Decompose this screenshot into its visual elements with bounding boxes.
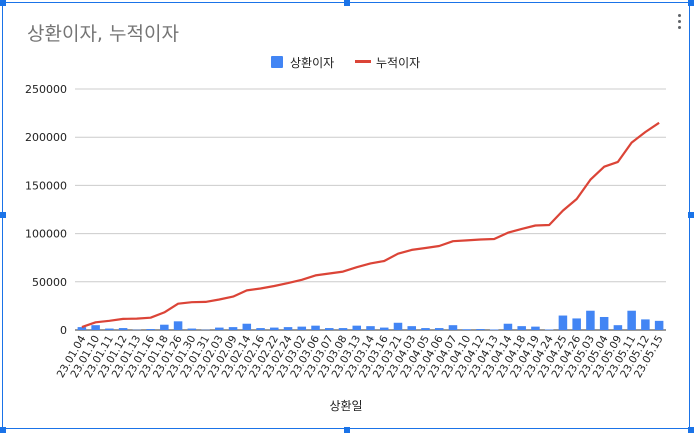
bar [366, 326, 375, 330]
x-axis-ticks: 23.01.0423.01.1023.01.1123.01.1223.01.13… [55, 333, 666, 380]
bar [627, 310, 636, 330]
y-tick-label: 50000 [32, 276, 67, 289]
bar [599, 316, 609, 330]
bar [558, 315, 568, 330]
resize-handle[interactable] [688, 427, 694, 433]
bar-series [77, 310, 664, 330]
x-axis-label: 상환일 [329, 399, 362, 413]
bar [242, 323, 252, 330]
bar [187, 328, 197, 330]
y-tick-label: 100000 [25, 228, 67, 241]
bar [379, 327, 389, 330]
y-axis-ticks: 0 50000 100000 150000 200000 250000 [25, 83, 67, 337]
bar [531, 326, 540, 330]
bar [173, 321, 183, 330]
gridlines [75, 88, 666, 331]
bar [586, 310, 595, 330]
bar [421, 328, 430, 330]
y-tick-label: 150000 [25, 179, 67, 192]
bar [325, 328, 334, 330]
bar [407, 326, 416, 330]
bar [434, 328, 444, 330]
legend-line-swatch [355, 60, 371, 63]
bar [160, 324, 169, 330]
bar [77, 327, 87, 330]
legend-bar-swatch [271, 56, 283, 68]
bar [517, 326, 526, 330]
more-options-icon[interactable] [675, 13, 685, 31]
bar [228, 327, 238, 330]
line-series-cumulative [81, 121, 660, 329]
resize-handle[interactable] [344, 0, 350, 6]
resize-handle[interactable] [688, 212, 694, 218]
bar [105, 328, 114, 330]
bar [654, 320, 664, 330]
legend: 상환이자 누적이자 [271, 56, 420, 70]
y-tick-label: 0 [60, 324, 67, 337]
bar [393, 322, 403, 330]
bar [283, 327, 293, 330]
resize-handle[interactable] [0, 212, 6, 218]
bar [572, 318, 581, 330]
chart-title: 상환이자, 누적이자 [27, 23, 179, 45]
bar [503, 323, 513, 330]
chart-svg: 상환이자, 누적이자 상환이자 누적이자 0 50000 100000 150000 2… [25, 23, 666, 413]
y-tick-label: 250000 [25, 83, 67, 96]
resize-handle[interactable] [0, 0, 6, 6]
bar [448, 325, 458, 330]
resize-handle[interactable] [0, 427, 6, 433]
bar [641, 319, 650, 330]
bar [338, 328, 348, 330]
bar [613, 325, 623, 330]
resize-handle[interactable] [344, 427, 350, 433]
bar [118, 328, 128, 330]
y-tick-label: 200000 [25, 131, 67, 144]
bar [476, 329, 485, 330]
legend-bar-label: 상환이자 [290, 56, 334, 70]
bar [256, 328, 265, 330]
chart-frame[interactable]: 상환이자, 누적이자 상환이자 누적이자 0 50000 100000 150000 2… [2, 2, 690, 429]
bar [215, 327, 224, 330]
legend-line-label: 누적이자 [376, 56, 420, 70]
resize-handle[interactable] [688, 0, 694, 6]
bar [91, 325, 100, 330]
bar [297, 326, 307, 330]
bar [311, 325, 320, 330]
bar [146, 329, 155, 330]
bar [462, 329, 471, 330]
bar [270, 327, 279, 330]
bar [352, 325, 362, 330]
